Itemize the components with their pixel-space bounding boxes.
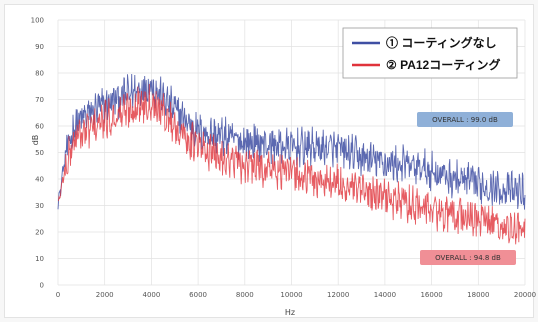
overall-callout-uncoated-text: OVERALL : 99.0 dB	[432, 116, 498, 124]
x-tick-label: 6000	[189, 291, 207, 299]
y-tick-label: 0	[40, 282, 44, 290]
x-tick-label: 16000	[420, 291, 442, 299]
y-tick-label: 70	[35, 96, 44, 104]
x-tick-label: 2000	[96, 291, 114, 299]
x-tick-label: 10000	[280, 291, 302, 299]
x-tick-label: 0	[56, 291, 60, 299]
overall-callout-pa12-box	[420, 250, 516, 265]
x-tick-label: 8000	[236, 291, 254, 299]
y-tick-label: 90	[35, 43, 44, 51]
legend-box	[342, 27, 518, 79]
overall-callout-uncoated-box	[417, 112, 513, 127]
y-tick-label: 40	[35, 176, 44, 184]
x-tick-label: 12000	[327, 291, 349, 299]
overall-callout-pa12: OVERALL : 94.8 dB	[420, 250, 516, 265]
y-tick-label: 60	[35, 123, 44, 131]
legend-label-pa12: ② PA12コーティング	[386, 57, 501, 72]
y-tick-label: 30	[35, 202, 44, 210]
overall-callout-uncoated: OVERALL : 99.0 dB	[417, 112, 513, 127]
x-tick-label: 18000	[467, 291, 489, 299]
series-line-pa12	[57, 83, 526, 245]
x-tick-labels: 0 2000 4000 6000 8000 10000 12000 14000 16000 180…	[56, 291, 536, 299]
x-axis-label: Hz	[285, 308, 295, 317]
y-tick-label: 80	[35, 70, 44, 78]
legend: ① コーティングなし ② PA12コーティング	[342, 27, 518, 79]
y-tick-label: 50	[35, 149, 44, 157]
x-tick-label: 14000	[374, 291, 396, 299]
x-tick-label: 4000	[142, 291, 160, 299]
y-tick-label: 10	[35, 255, 44, 263]
legend-label-uncoated: ① コーティングなし	[386, 35, 497, 50]
series-lines	[57, 73, 526, 245]
x-tick-label: 20000	[514, 291, 536, 299]
y-tick-label: 20	[35, 229, 44, 237]
y-tick-label: 100	[31, 17, 44, 25]
overall-callout-pa12-text: OVERALL : 94.8 dB	[435, 254, 501, 262]
y-tick-labels: 0 10 20 30 40 50 60 70 80 90 100	[31, 17, 44, 290]
y-axis-label: dB	[31, 135, 40, 146]
